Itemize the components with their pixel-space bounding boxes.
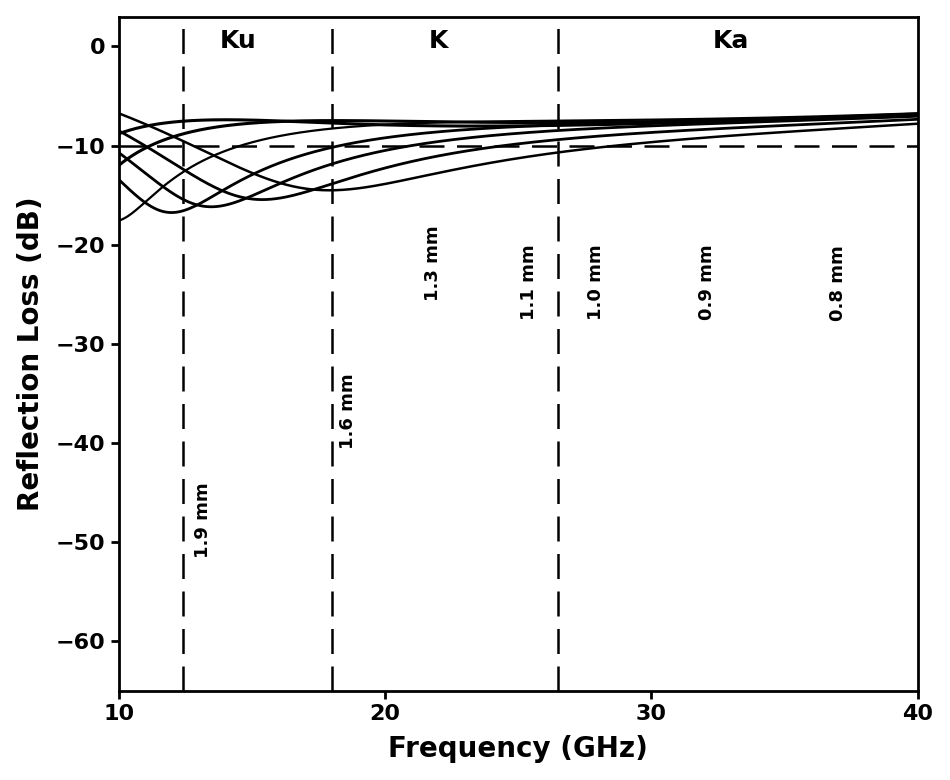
Text: Ka: Ka <box>713 29 750 52</box>
Text: 1.3 mm: 1.3 mm <box>424 225 442 300</box>
Text: 0.9 mm: 0.9 mm <box>698 245 716 321</box>
Text: 1.1 mm: 1.1 mm <box>520 245 538 321</box>
Y-axis label: Reflection Loss (dB): Reflection Loss (dB) <box>17 197 45 511</box>
Text: 1.9 mm: 1.9 mm <box>194 483 212 558</box>
Text: K: K <box>428 29 448 52</box>
Text: Ku: Ku <box>220 29 256 52</box>
Text: 1.0 mm: 1.0 mm <box>586 245 604 321</box>
Text: 0.8 mm: 0.8 mm <box>829 245 846 321</box>
Text: 1.6 mm: 1.6 mm <box>339 374 357 449</box>
X-axis label: Frequency (GHz): Frequency (GHz) <box>389 736 648 764</box>
